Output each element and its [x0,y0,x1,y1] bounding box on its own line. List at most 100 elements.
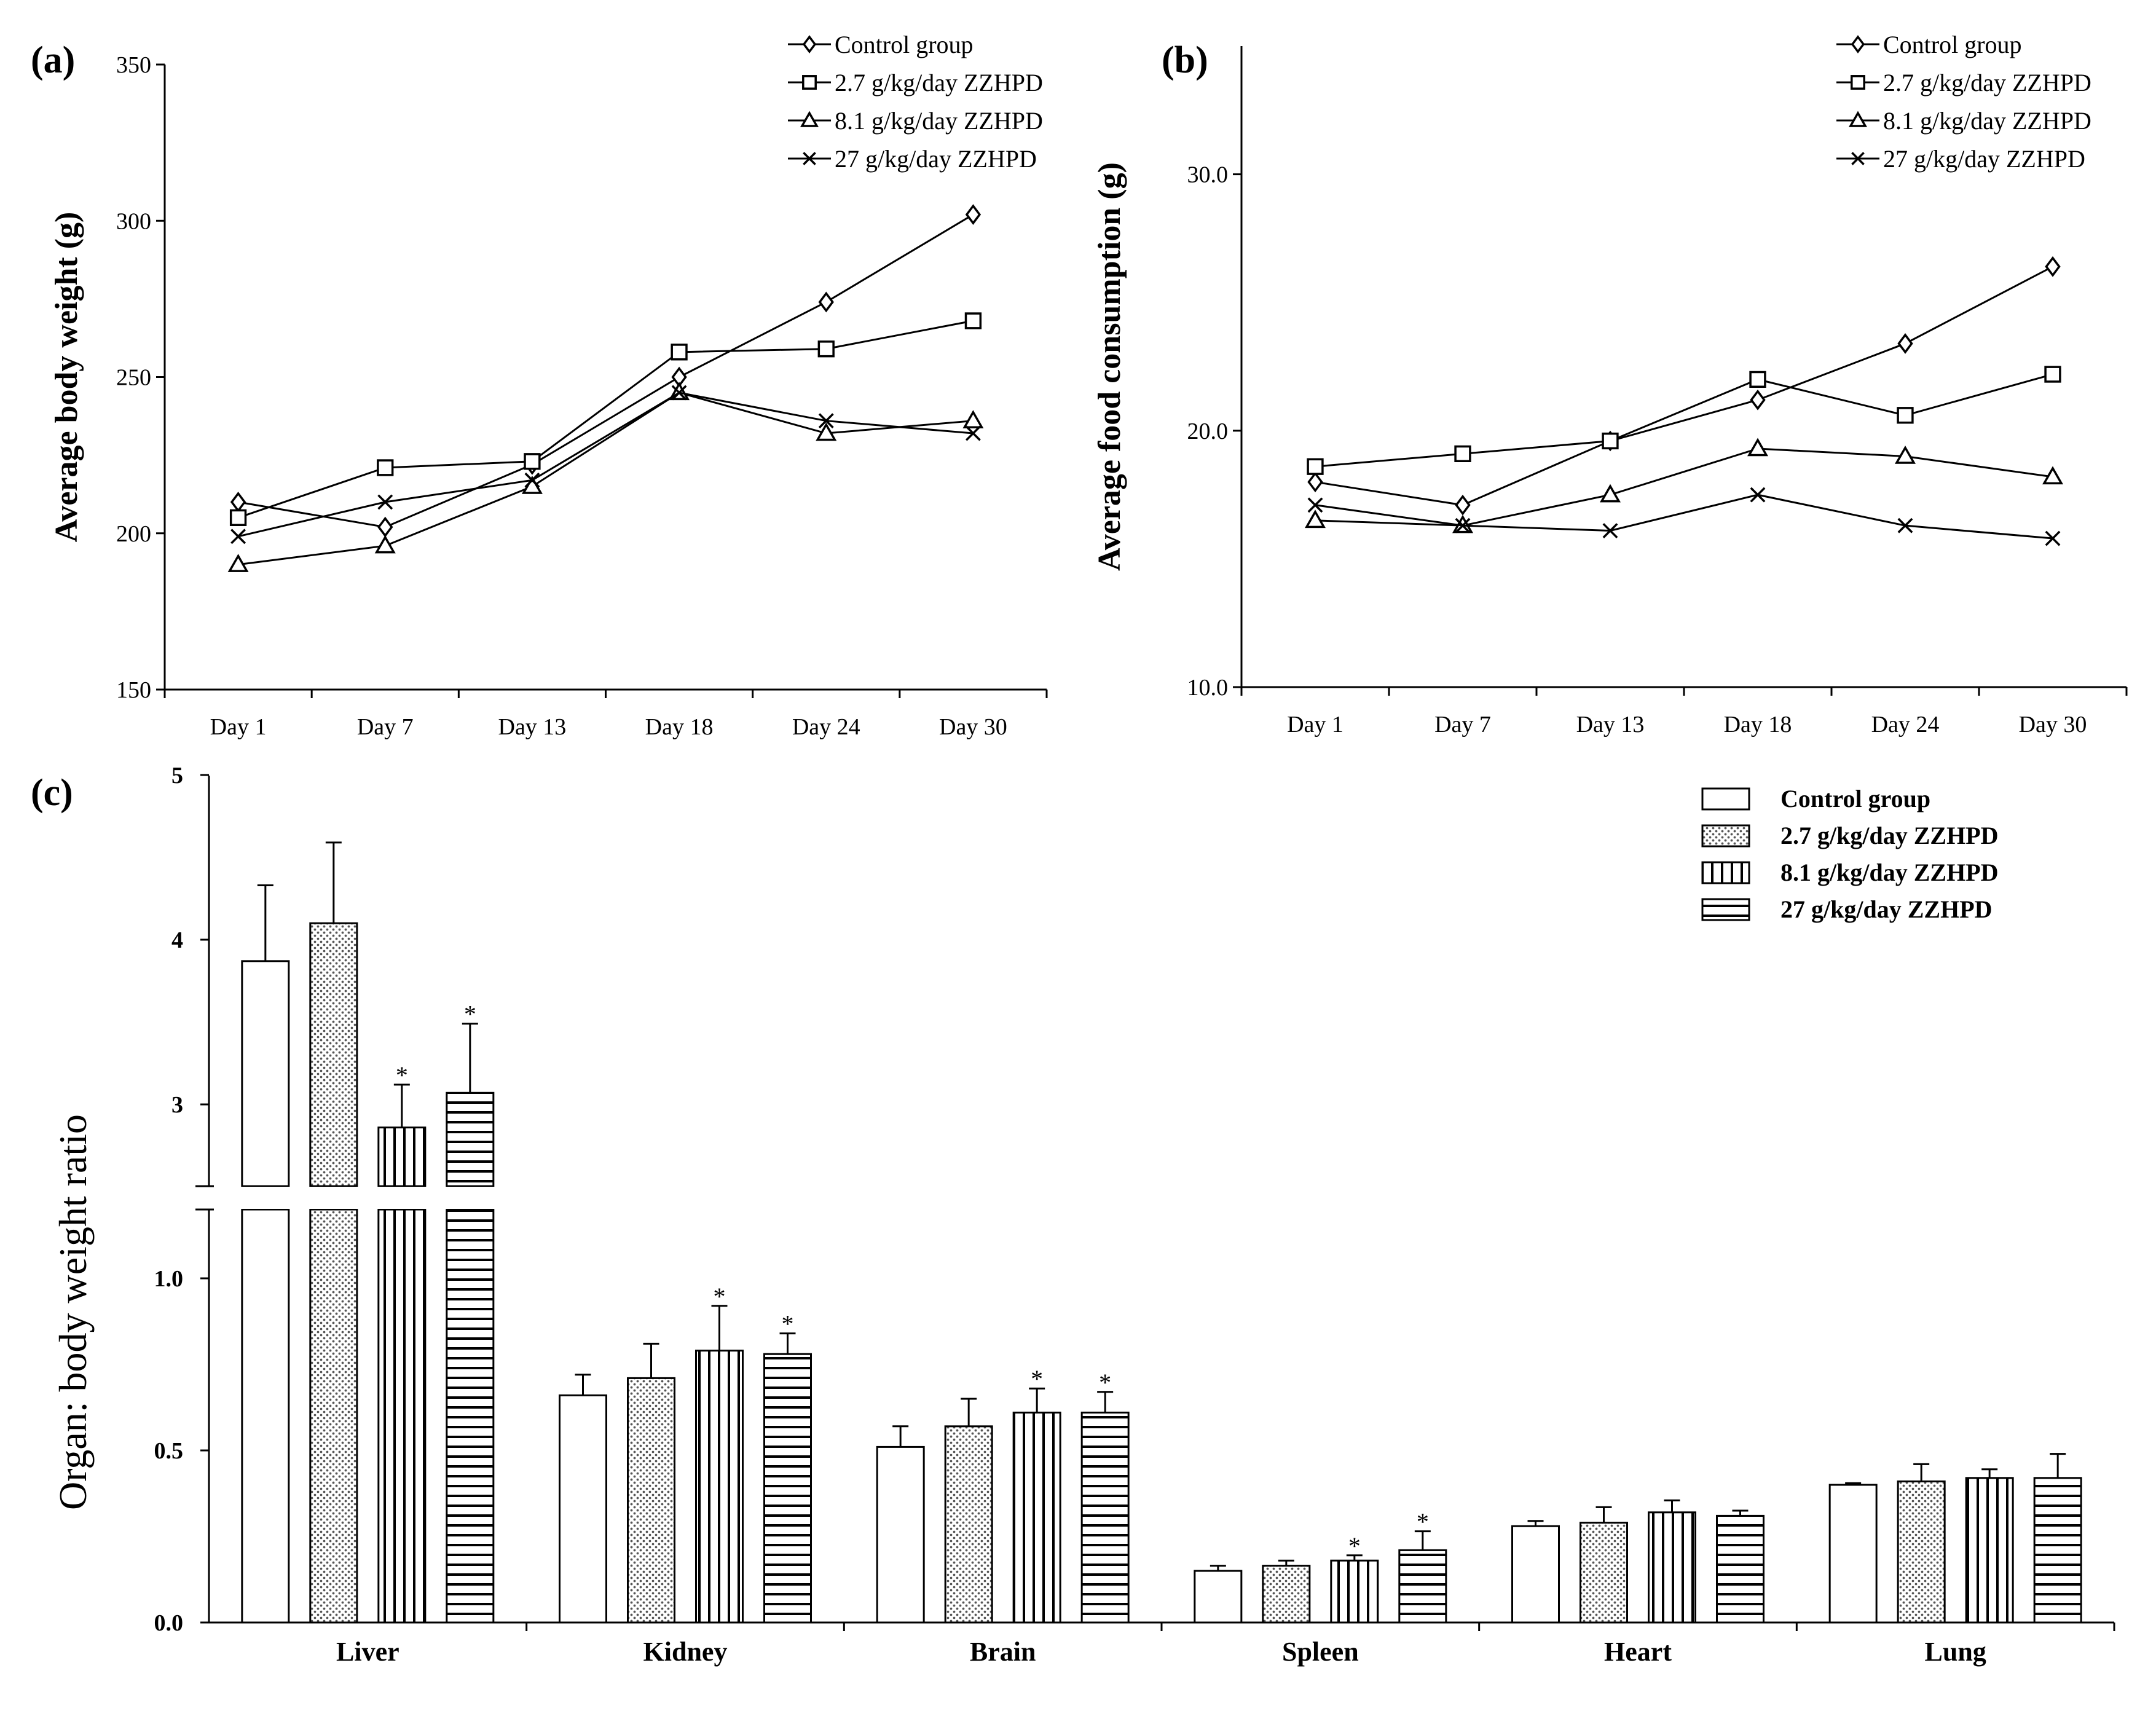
series-line-1 [238,213,974,529]
bar [309,922,358,1187]
data-point [1750,389,1766,411]
data-point [671,344,688,361]
significance-star: * [1031,1365,1043,1393]
bar [2033,1477,2082,1624]
x-tick-label: Day 1 [1287,712,1344,738]
data-point [1304,509,1326,529]
data-point [1602,523,1618,538]
y-tick-label: 250 [116,365,151,391]
bar [1262,1565,1311,1624]
data-point [1307,497,1323,513]
legend-label: Control group [835,31,974,58]
data-point [2045,256,2061,277]
y-tick-label: 5 [171,763,183,789]
data-point [1455,494,1471,516]
data-point [1307,471,1323,493]
bar [627,1377,675,1624]
y-tick-label: 0.0 [154,1610,184,1636]
bar [1580,1522,1628,1624]
x-tick-label: Day 24 [792,714,860,740]
data-point [2044,366,2061,383]
bar [876,1446,925,1624]
y-tick-label: 200 [116,521,151,547]
legend-marker [1851,75,1865,90]
data-point [524,453,541,470]
bar-break-gap [239,1187,291,1209]
bar [1648,1511,1696,1624]
chart-c-organ-ratio: 3 4 5 0.0 0.5 1.0 Organ: body weight ratio Live… [51,763,2115,1667]
bar [695,1350,744,1624]
bar [241,1208,290,1624]
data-point [818,291,834,313]
x-tick-label: Day 1 [210,714,267,740]
significance-star: * [782,1310,794,1338]
data-point [964,312,982,329]
data-point [524,472,540,488]
bar [1012,1411,1061,1624]
data-point [965,204,982,225]
y-axis-title: Average food consumption (g) [1092,162,1127,571]
significance-star: * [1417,1508,1429,1536]
y-tick-label: 0.5 [154,1438,184,1464]
bar [1511,1525,1560,1624]
bar [944,1425,993,1624]
data-point [1897,407,1914,424]
x-tick-label: Lung [1925,1637,1986,1667]
x-tick-label: Heart [1604,1637,1672,1667]
x-tick-label: Spleen [1282,1637,1359,1667]
bar [377,1208,427,1624]
legend-label: 27 g/kg/day ZZHPD [1883,145,2085,173]
data-point [1599,484,1621,503]
y-tick-label: 150 [116,677,151,703]
bar [763,1353,812,1624]
legend-label: 8.1 g/kg/day ZZHPD [1883,107,2091,135]
data-point [1602,432,1619,450]
data-point [1454,445,1471,462]
legend-label: 8.1 g/kg/day ZZHPD [1780,859,1999,886]
x-tick-label: Liver [336,1637,399,1667]
data-point [230,491,246,513]
legend-label: Control group [1883,31,2022,58]
x-tick-label: Day 18 [645,714,714,740]
legend-marker [800,111,819,127]
significance-star: * [714,1283,726,1310]
legend-label: 27 g/kg/day ZZHPD [1780,895,1993,923]
data-point [229,509,247,526]
chart-a-body-weight: 150 200 250 300 350 Day 1 Day 7 Day 13 Day 18 Day… [49,31,1048,740]
bar [1398,1549,1447,1624]
data-point [2042,466,2064,485]
data-point [1750,487,1766,503]
data-point [1749,371,1766,388]
bar [1828,1484,1878,1624]
bar [559,1394,607,1624]
x-tick-label: Kidney [643,1637,728,1667]
bar [1897,1480,1946,1624]
series-line-3 [238,391,974,566]
data-point [962,410,984,428]
data-point [377,459,394,476]
series-line-2 [1315,373,2053,468]
y-tick-label: 350 [116,52,151,78]
y-axis-title: Organ: body weight ratio [51,1114,95,1510]
significance-star: * [396,1061,408,1089]
x-tick-label: Day 13 [1576,712,1645,738]
data-point [1455,517,1471,533]
significance-star: * [464,1001,476,1028]
bar [1330,1559,1379,1624]
panel-label-c: (c) [31,772,73,814]
legend-marker [1851,35,1865,53]
bar [377,1127,427,1187]
x-tick-label: Day 13 [498,714,567,740]
legend-marker [802,35,817,53]
series-line-1 [1315,266,2053,506]
data-point [1897,517,1913,533]
legend-label: Control group [1780,785,1930,812]
x-tick-label: Day 18 [1724,712,1792,738]
y-tick-label: 3 [171,1092,183,1118]
series-line-3 [1315,447,2053,527]
bar-break-gap [307,1187,360,1209]
x-tick-label: Day 30 [939,714,1007,740]
bar [1194,1570,1243,1624]
panel-label-a: (a) [31,39,75,81]
legend-label: 8.1 g/kg/day ZZHPD [835,107,1043,135]
